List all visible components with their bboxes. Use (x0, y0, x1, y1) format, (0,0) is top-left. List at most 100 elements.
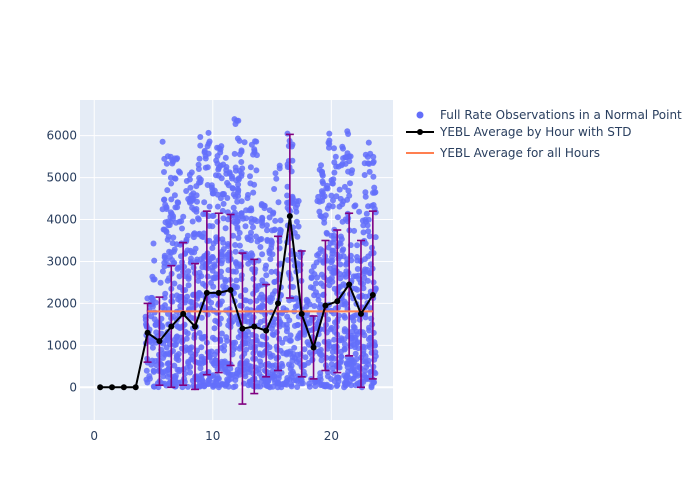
observation-point (195, 277, 202, 284)
observation-point (369, 244, 375, 251)
observation-point (279, 381, 286, 388)
y-tick-label: 5000 (46, 171, 77, 185)
observation-point (260, 303, 267, 310)
observation-point (287, 332, 294, 339)
observation-point (173, 355, 180, 362)
legend-item-overall-average[interactable]: YEBL Average for all Hours (406, 146, 600, 160)
observation-point (371, 379, 378, 386)
observation-point (302, 354, 309, 361)
observation-point (273, 355, 280, 362)
observation-point (326, 265, 333, 272)
observation-point (351, 203, 358, 210)
observation-point (277, 217, 284, 224)
observation-point (186, 346, 193, 353)
observation-point (165, 360, 172, 367)
observation-point (201, 230, 207, 237)
observation-point (316, 304, 323, 311)
observation-point (152, 299, 159, 306)
legend-item-hourly-average[interactable]: YEBL Average by Hour with STD (406, 125, 631, 139)
observation-point (372, 353, 379, 360)
observation-point (195, 359, 202, 366)
observation-point (343, 268, 350, 275)
observation-point (288, 383, 295, 390)
observation-point (350, 317, 357, 324)
observation-point (238, 198, 245, 205)
observation-point (345, 215, 352, 222)
observation-point (220, 191, 226, 198)
observation-point (172, 175, 179, 182)
observation-point (350, 273, 357, 280)
observation-point (217, 336, 223, 343)
observation-point (247, 298, 254, 305)
observation-point (318, 351, 325, 358)
observation-point (229, 185, 236, 192)
observation-point (242, 331, 249, 338)
observation-point (342, 300, 349, 307)
legend-item-observations[interactable]: Full Rate Observations in a Normal Point (416, 108, 683, 122)
observation-point (189, 204, 196, 211)
observation-point (236, 137, 243, 144)
observation-point (204, 311, 211, 318)
observation-point (247, 233, 254, 240)
observation-point (249, 252, 256, 259)
hourly-average-marker (215, 289, 222, 296)
observation-point (366, 233, 373, 240)
observation-point (201, 383, 208, 390)
hourly-average-marker (334, 298, 341, 305)
observation-point (236, 261, 243, 268)
observation-point (250, 350, 257, 357)
observation-point (143, 367, 150, 374)
observation-point (324, 185, 331, 192)
observation-point (337, 240, 344, 247)
observation-point (220, 161, 227, 168)
y-tick-label: 6000 (46, 129, 77, 143)
observation-point (352, 350, 359, 357)
observation-point (289, 141, 296, 148)
observation-point (284, 375, 291, 381)
observation-point (262, 311, 269, 318)
observation-point (297, 261, 304, 268)
observation-point (251, 146, 258, 153)
observation-point (347, 153, 354, 160)
observation-point (195, 291, 202, 298)
observation-point (371, 184, 378, 191)
observation-point (234, 198, 241, 205)
observation-point (313, 259, 320, 266)
observation-point (331, 336, 338, 343)
observation-point (334, 214, 341, 221)
observation-point (184, 293, 191, 300)
observation-point (163, 257, 170, 264)
scatter-points (142, 116, 379, 391)
observation-point (294, 233, 301, 240)
observation-point (250, 275, 257, 282)
observation-point (329, 278, 336, 285)
observation-point (209, 334, 216, 341)
observation-point (321, 215, 328, 222)
observation-point (171, 259, 178, 266)
observation-point (337, 283, 344, 290)
observation-point (224, 195, 231, 201)
observation-point (151, 276, 158, 283)
observation-point (267, 298, 274, 305)
observation-point (245, 260, 252, 267)
observation-point (190, 190, 197, 197)
observation-point (232, 242, 239, 248)
observation-point (214, 203, 221, 210)
observation-point (218, 330, 225, 337)
observation-point (170, 234, 177, 241)
observation-point (194, 198, 200, 205)
observation-point (177, 303, 184, 310)
observation-point (185, 273, 192, 280)
observation-point (306, 380, 313, 387)
observation-point (372, 234, 379, 241)
observation-point (294, 302, 301, 309)
observation-point (220, 200, 227, 207)
observation-point (360, 285, 367, 292)
observation-point (165, 310, 171, 317)
observation-point (180, 213, 187, 220)
legend[interactable]: Full Rate Observations in a Normal Point… (406, 108, 682, 160)
observation-point (365, 139, 372, 146)
observation-point (233, 277, 240, 284)
observation-point (187, 369, 194, 376)
observation-point (329, 257, 336, 264)
